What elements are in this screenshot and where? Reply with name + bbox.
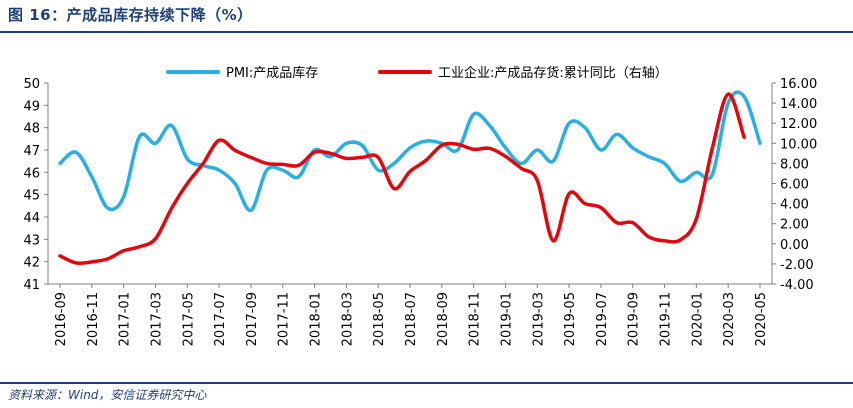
x-tick-label: 2018-11 xyxy=(468,292,483,346)
x-tick-label: 2017-11 xyxy=(277,292,292,346)
left-tick-label: 44 xyxy=(23,211,40,226)
left-tick-label: 41 xyxy=(23,278,40,293)
legend-label-industrial: 工业企业:产成品存货:累计同比（右轴） xyxy=(438,65,668,81)
left-tick-label: 49 xyxy=(23,99,40,114)
x-tick-label: 2018-03 xyxy=(340,292,355,346)
series-line-industrial-points xyxy=(60,94,744,263)
right-tick-label: 10.00 xyxy=(780,137,817,152)
left-tick-label: 48 xyxy=(23,122,40,137)
x-tick-label: 2018-05 xyxy=(372,292,387,346)
x-tick-label: 2017-01 xyxy=(118,292,133,346)
right-tick-label: 4.00 xyxy=(780,198,809,213)
x-tick-label: 2019-07 xyxy=(595,292,610,346)
x-tick-label: 2019-11 xyxy=(659,292,674,346)
chart-legend: PMI:产成品库存 工业企业:产成品存货:累计同比（右轴） xyxy=(166,65,668,81)
x-tick-label: 2018-01 xyxy=(309,292,324,346)
right-tick-label: 8.00 xyxy=(780,157,809,172)
x-tick-label: 2016-11 xyxy=(86,292,101,346)
figure-title: 图 16：产成品库存持续下降（%） xyxy=(8,6,253,24)
x-tick-label: 2019-05 xyxy=(563,292,578,346)
right-tick-label: 0.00 xyxy=(780,238,809,253)
x-tick-label: 2019-09 xyxy=(627,292,642,346)
x-tick-label: 2020-05 xyxy=(754,292,769,346)
right-tick-label: 14.00 xyxy=(780,97,817,112)
title-rule xyxy=(0,31,853,33)
left-tick-label: 42 xyxy=(23,256,40,271)
right-tick-label: -2.00 xyxy=(780,258,814,273)
x-tick-label: 2017-09 xyxy=(245,292,260,346)
series-line-pmi xyxy=(58,90,762,213)
legend-label-pmi: PMI:产成品库存 xyxy=(226,65,318,81)
source-note: 资料来源：Wind，安信证券研究中心 xyxy=(8,388,207,402)
right-tick-label: 12.00 xyxy=(780,117,817,132)
x-tick-label: 2017-05 xyxy=(181,292,196,346)
right-tick-label: 2.00 xyxy=(780,218,809,233)
x-tick-label: 2018-09 xyxy=(436,292,451,346)
series-layer xyxy=(58,90,762,266)
left-tick-label: 43 xyxy=(23,233,40,248)
left-tick-label: 50 xyxy=(23,77,40,92)
left-tick-label: 47 xyxy=(23,144,40,159)
x-tick-label: 2018-07 xyxy=(404,292,419,346)
x-tick-label: 2017-03 xyxy=(149,292,164,346)
footer-rule xyxy=(0,382,853,384)
x-tick-label: 2019-03 xyxy=(531,292,546,346)
axes-layer: 41 42 43 44 45 46 47 48 49 50 -4.00 -2.00 0.00 2.00 4.… xyxy=(23,77,817,346)
x-tick-label: 2020-03 xyxy=(722,292,737,346)
right-tick-label: 6.00 xyxy=(780,178,809,193)
right-tick-label: 16.00 xyxy=(780,77,817,92)
right-tick-label: -4.00 xyxy=(780,278,814,293)
x-tick-label: 2016-09 xyxy=(54,292,69,346)
series-line-pmi-points xyxy=(60,96,760,210)
x-tick-label: 2019-01 xyxy=(499,292,514,346)
series-line-industrial xyxy=(58,92,746,266)
left-tick-label: 45 xyxy=(23,189,40,204)
x-tick-label: 2020-01 xyxy=(690,292,705,346)
left-tick-label: 46 xyxy=(23,166,40,181)
x-tick-label: 2017-07 xyxy=(213,292,228,346)
